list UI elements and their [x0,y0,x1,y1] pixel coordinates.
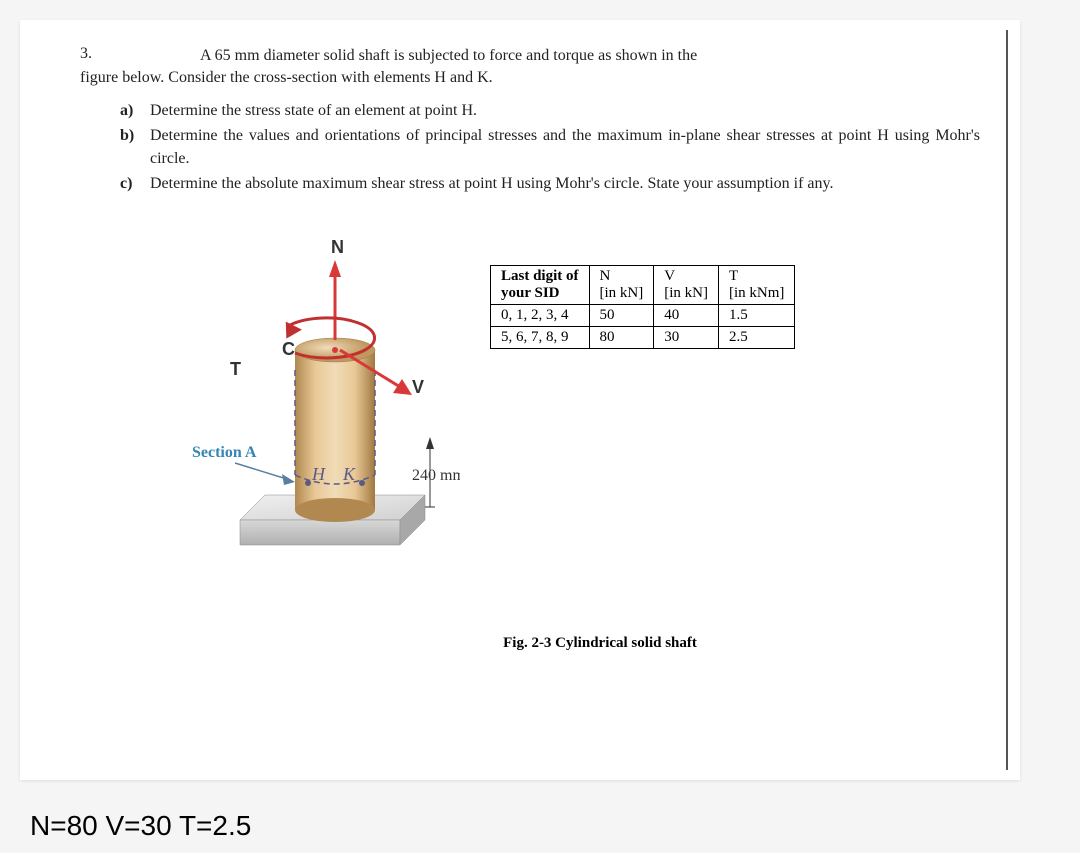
figure-caption: Fig. 2-3 Cylindrical solid shaft [220,635,980,652]
problem-intro-line2: figure below. Consider the cross-section… [80,67,980,89]
n-arrow-head [329,260,341,277]
table-header-sid: Last digit of your SID [491,266,590,305]
sub-items-list: a) Determine the stress state of an elem… [120,100,980,196]
header-text: your SID [501,285,560,301]
shaft-bottom [295,498,375,522]
data-table: Last digit of your SID N [in kN] V [in k… [490,265,795,349]
v-arrow-head [393,379,412,395]
label-dimension: 240 mm [412,467,460,484]
table-header-t: T [in kNm] [719,266,795,305]
dim-arrow-head [426,437,434,449]
header-text: V [664,268,675,284]
header-unit: [in kNm] [729,285,784,301]
table-header-n: N [in kN] [589,266,654,305]
point-h-marker [305,480,311,486]
header-text: N [600,268,611,284]
header-unit: [in kN] [664,285,708,301]
shaft-body [295,350,375,510]
problem-intro-line1: A 65 mm diameter solid shaft is subjecte… [180,45,980,67]
cell-v: 30 [654,327,719,349]
table-row: 0, 1, 2, 3, 4 50 40 1.5 [491,305,795,327]
shaft-diagram: H K N C T V Section A [180,235,460,585]
table-row: 5, 6, 7, 8, 9 80 30 2.5 [491,327,795,349]
sub-item-c: c) Determine the absolute maximum shear … [120,173,980,195]
sub-item-b: b) Determine the values and orientations… [120,125,980,170]
point-c [332,347,338,353]
cell-t: 1.5 [719,305,795,327]
sub-item-text: Determine the absolute maximum shear str… [150,173,980,195]
label-v: V [412,377,424,397]
cell-t: 2.5 [719,327,795,349]
given-values: N=80 V=30 T=2.5 [30,810,1020,842]
cell-n: 80 [589,327,654,349]
base-front [240,520,400,545]
section-a-arrow [282,474,295,485]
sub-item-letter: b) [120,125,150,170]
label-section-a: Section A [192,444,257,461]
label-c: C [282,339,295,359]
sub-item-letter: a) [120,100,150,122]
cell-n: 50 [589,305,654,327]
torque-arrow-head [279,317,302,339]
label-h: H [311,464,326,484]
problem-number: 3. [80,45,92,63]
cell-v: 40 [654,305,719,327]
header-text: Last digit of [501,268,579,284]
point-k-marker [359,480,365,486]
header-unit: [in kN] [600,285,644,301]
cell-sid: 0, 1, 2, 3, 4 [491,305,590,327]
label-k: K [342,464,356,484]
label-n: N [331,237,344,257]
sub-item-text: Determine the stress state of an element… [150,100,980,122]
table-header-row: Last digit of your SID N [in kN] V [in k… [491,266,795,305]
sub-item-letter: c) [120,173,150,195]
header-text: T [729,268,738,284]
cell-sid: 5, 6, 7, 8, 9 [491,327,590,349]
table-header-v: V [in kN] [654,266,719,305]
label-t: T [230,359,241,379]
section-a-line [235,463,290,480]
sub-item-a: a) Determine the stress state of an elem… [120,100,980,122]
sub-item-text: Determine the values and orientations of… [150,125,980,170]
